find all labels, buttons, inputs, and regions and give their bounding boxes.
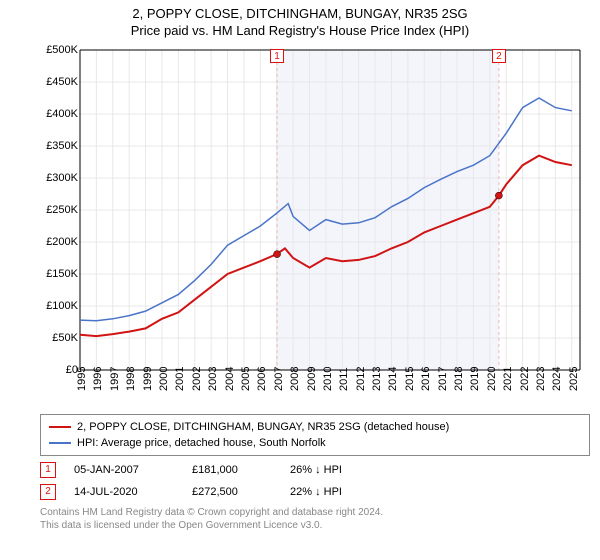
- footer-line-1: Contains HM Land Registry data © Crown c…: [40, 506, 590, 519]
- event-delta: 22% ↓ HPI: [290, 486, 342, 498]
- event-dot: [495, 192, 502, 199]
- x-tick-label: 2004: [224, 367, 236, 391]
- events-table: 1 05-JAN-2007 £181,000 26% ↓ HPI 2 14-JUL-202…: [40, 462, 590, 500]
- legend-label: HPI: Average price, detached house, Sout…: [77, 435, 326, 451]
- title-line-2: Price paid vs. HM Land Registry's House …: [0, 23, 600, 38]
- y-tick-label: £250K: [46, 204, 78, 216]
- y-tick-label: £500K: [46, 44, 78, 56]
- event-delta: 26% ↓ HPI: [290, 464, 342, 476]
- y-tick-label: £200K: [46, 236, 78, 248]
- legend: 2, POPPY CLOSE, DITCHINGHAM, BUNGAY, NR3…: [40, 414, 590, 456]
- event-flag: 2: [492, 49, 506, 63]
- legend-swatch: [49, 426, 71, 428]
- x-tick-label: 2012: [355, 367, 367, 391]
- line-chart-svg: [40, 40, 590, 410]
- x-tick-label: 2006: [256, 367, 268, 391]
- x-tick-label: 2016: [420, 367, 432, 391]
- x-tick-label: 2014: [387, 367, 399, 391]
- x-tick-label: 2023: [535, 367, 547, 391]
- legend-row: 2, POPPY CLOSE, DITCHINGHAM, BUNGAY, NR3…: [49, 419, 581, 435]
- x-tick-label: 2018: [453, 367, 465, 391]
- event-row: 1 05-JAN-2007 £181,000 26% ↓ HPI: [40, 462, 590, 478]
- x-tick-label: 1995: [76, 367, 88, 391]
- x-tick-label: 1998: [125, 367, 137, 391]
- x-tick-label: 2003: [207, 367, 219, 391]
- x-tick-label: 2020: [486, 367, 498, 391]
- event-price: £272,500: [192, 486, 272, 498]
- x-tick-label: 2007: [273, 367, 285, 391]
- y-tick-label: £50K: [52, 332, 78, 344]
- footer-line-2: This data is licensed under the Open Gov…: [40, 519, 590, 532]
- y-tick-label: £150K: [46, 268, 78, 280]
- x-tick-label: 2001: [174, 367, 186, 391]
- event-price: £181,000: [192, 464, 272, 476]
- event-date: 05-JAN-2007: [74, 464, 174, 476]
- x-tick-label: 2013: [371, 367, 383, 391]
- x-tick-label: 2024: [551, 367, 563, 391]
- x-tick-label: 1999: [142, 367, 154, 391]
- legend-row: HPI: Average price, detached house, Sout…: [49, 435, 581, 451]
- y-tick-label: £450K: [46, 76, 78, 88]
- legend-label: 2, POPPY CLOSE, DITCHINGHAM, BUNGAY, NR3…: [77, 419, 449, 435]
- y-tick-label: £100K: [46, 300, 78, 312]
- y-tick-label: £300K: [46, 172, 78, 184]
- x-tick-label: 2015: [404, 367, 416, 391]
- y-tick-label: £350K: [46, 140, 78, 152]
- chart-area: £0£50K£100K£150K£200K£250K£300K£350K£400…: [40, 40, 590, 410]
- x-tick-label: 2005: [240, 367, 252, 391]
- footer-attribution: Contains HM Land Registry data © Crown c…: [40, 506, 590, 532]
- x-tick-label: 2011: [338, 367, 350, 391]
- event-number-badge: 2: [40, 484, 56, 500]
- x-tick-label: 2010: [322, 367, 334, 391]
- x-tick-label: 2017: [437, 367, 449, 391]
- event-row: 2 14-JUL-2020 £272,500 22% ↓ HPI: [40, 484, 590, 500]
- x-tick-label: 1996: [92, 367, 104, 391]
- x-tick-label: 2000: [158, 367, 170, 391]
- x-tick-label: 2021: [502, 367, 514, 391]
- title-line-1: 2, POPPY CLOSE, DITCHINGHAM, BUNGAY, NR3…: [0, 6, 600, 21]
- event-number-badge: 1: [40, 462, 56, 478]
- x-tick-label: 2022: [519, 367, 531, 391]
- x-tick-label: 2002: [191, 367, 203, 391]
- chart-container: 2, POPPY CLOSE, DITCHINGHAM, BUNGAY, NR3…: [0, 0, 600, 532]
- x-tick-label: 2025: [568, 367, 580, 391]
- event-dot: [274, 251, 281, 258]
- x-tick-label: 2009: [306, 367, 318, 391]
- legend-swatch: [49, 442, 71, 444]
- title-block: 2, POPPY CLOSE, DITCHINGHAM, BUNGAY, NR3…: [0, 0, 600, 40]
- x-tick-label: 2019: [469, 367, 481, 391]
- event-date: 14-JUL-2020: [74, 486, 174, 498]
- x-tick-label: 1997: [109, 367, 121, 391]
- x-tick-label: 2008: [289, 367, 301, 391]
- event-flag: 1: [270, 49, 284, 63]
- y-tick-label: £400K: [46, 108, 78, 120]
